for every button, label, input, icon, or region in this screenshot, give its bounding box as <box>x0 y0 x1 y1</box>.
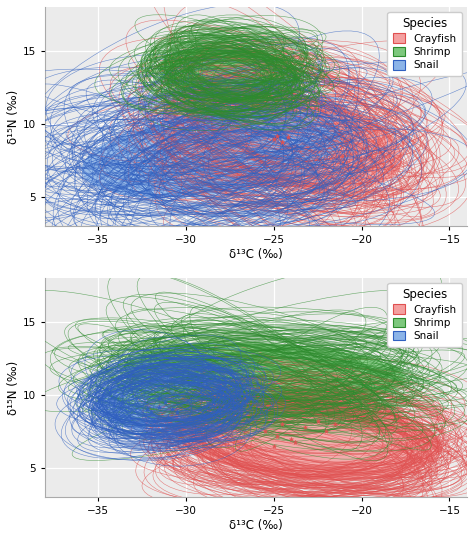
Legend: Crayfish, Shrimp, Snail: Crayfish, Shrimp, Snail <box>387 12 462 75</box>
Point <box>168 405 175 414</box>
Point <box>161 398 168 406</box>
Point <box>301 423 309 431</box>
Point <box>273 432 281 440</box>
Point <box>314 417 321 425</box>
Point <box>155 402 163 411</box>
Point <box>164 412 172 421</box>
Y-axis label: δ¹⁵N (‰): δ¹⁵N (‰) <box>7 361 20 414</box>
Point <box>261 427 269 436</box>
Point <box>173 408 181 417</box>
Point <box>155 393 163 402</box>
Legend: Crayfish, Shrimp, Snail: Crayfish, Shrimp, Snail <box>387 283 462 347</box>
Point <box>279 137 286 146</box>
Point <box>291 437 299 446</box>
Y-axis label: δ¹⁵N (‰): δ¹⁵N (‰) <box>7 89 20 144</box>
Point <box>270 442 277 451</box>
X-axis label: δ¹³C (‰): δ¹³C (‰) <box>229 519 283 532</box>
Ellipse shape <box>160 46 300 100</box>
Ellipse shape <box>124 343 405 403</box>
Point <box>143 405 151 414</box>
Point <box>287 434 295 443</box>
Point <box>284 133 292 141</box>
Point <box>331 420 339 429</box>
Ellipse shape <box>98 372 238 432</box>
Point <box>279 420 286 429</box>
Point <box>147 408 155 417</box>
Ellipse shape <box>163 86 402 191</box>
Ellipse shape <box>177 397 440 481</box>
Point <box>150 417 158 425</box>
Point <box>273 132 281 140</box>
Ellipse shape <box>82 109 342 198</box>
Point <box>323 427 330 436</box>
X-axis label: δ¹³C (‰): δ¹³C (‰) <box>229 248 283 261</box>
Point <box>270 134 277 143</box>
